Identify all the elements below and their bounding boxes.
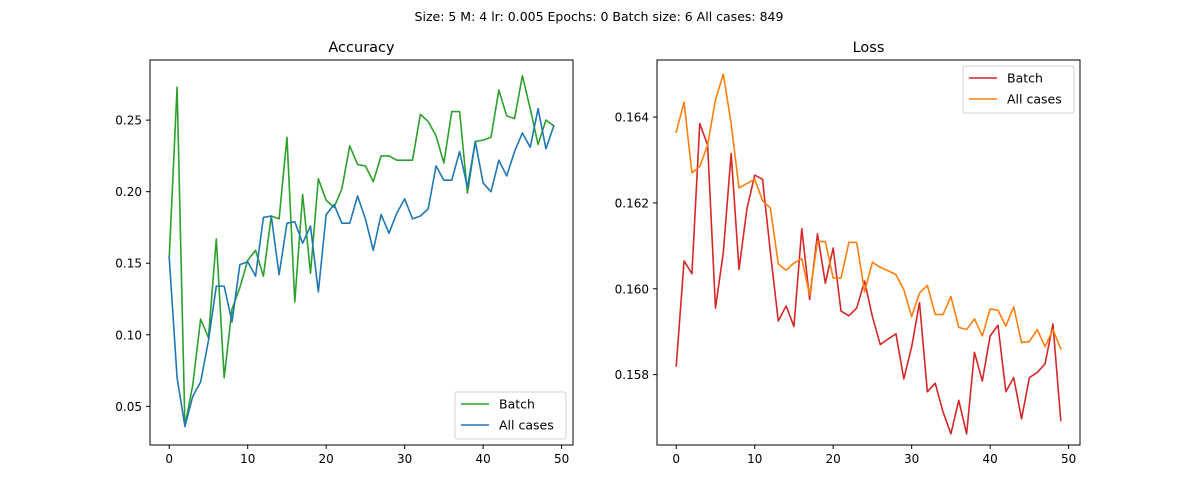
loss-series-all-cases-line	[675, 73, 1062, 350]
loss-legend-label-batch: Batch	[1007, 71, 1043, 86]
accuracy-x-tick-label: 50	[554, 452, 569, 466]
accuracy-legend-label-all-cases: All cases	[499, 418, 554, 433]
accuracy-x-tick-label: 0	[165, 452, 173, 466]
loss-x-tick-label: 10	[747, 452, 762, 466]
accuracy-series-all-cases-line	[168, 107, 555, 428]
accuracy-y-tick-label: 0.15	[115, 257, 142, 271]
accuracy-axes-frame	[149, 59, 574, 446]
accuracy-y-tick-label: 0.05	[115, 400, 142, 414]
loss-x-tick-label: 0	[672, 452, 680, 466]
accuracy-x-tick-label: 30	[397, 452, 412, 466]
loss-x-tick-label: 30	[904, 452, 919, 466]
loss-y-tick-label: 0.158	[615, 368, 649, 382]
accuracy-x-tick-label: 20	[319, 452, 334, 466]
loss-y-tick-label: 0.164	[615, 111, 649, 125]
figure-suptitle: Size: 5 M: 4 lr: 0.005 Epochs: 0 Batch s…	[415, 9, 784, 24]
accuracy-y-tick-label: 0.20	[115, 185, 142, 199]
accuracy-y-tick-label: 0.25	[115, 114, 142, 128]
accuracy-legend-label-batch: Batch	[499, 397, 535, 412]
accuracy-y-tick-label: 0.10	[115, 328, 142, 342]
loss-title: Loss	[853, 40, 885, 56]
accuracy-x-tick-label: 10	[240, 452, 255, 466]
accuracy-title: Accuracy	[328, 40, 395, 56]
loss-x-tick-label: 50	[1061, 452, 1076, 466]
loss-y-tick-label: 0.160	[615, 282, 649, 296]
accuracy-series-batch-line	[168, 74, 555, 428]
accuracy-x-tick-label: 40	[476, 452, 491, 466]
loss-x-tick-label: 20	[826, 452, 841, 466]
loss-panel: Loss 0 10 20 30 40 50 0.158 0.160 0.162 0.164 Batch…	[615, 40, 1081, 466]
loss-y-tick-label: 0.162	[615, 196, 649, 210]
accuracy-panel: Accuracy 0 10 20 30 40 50 0.05 0.10 0.15 0.20 0.25 B…	[115, 40, 574, 466]
loss-legend-label-all-cases: All cases	[1007, 92, 1062, 107]
loss-axes-frame	[656, 59, 1081, 446]
loss-series-batch-line	[675, 122, 1062, 435]
loss-x-tick-label: 40	[983, 452, 998, 466]
